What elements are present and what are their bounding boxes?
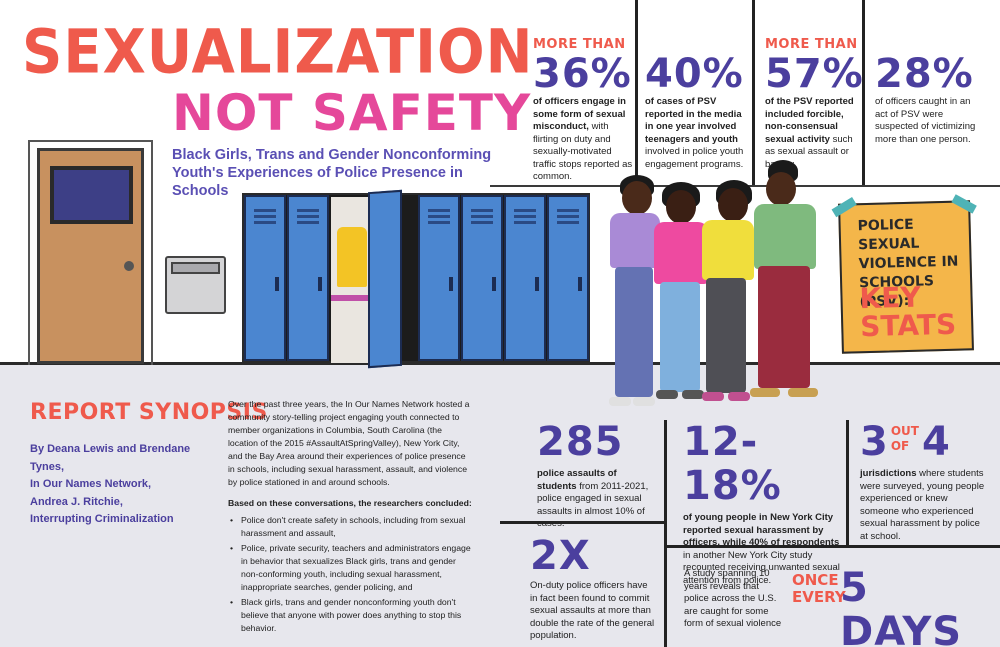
door-knob <box>124 261 134 271</box>
stat-text: jurisdictions where students were survey… <box>860 468 985 542</box>
stat-text: of officers engage in some form of sexua… <box>533 96 633 182</box>
divider <box>500 521 666 524</box>
title-line-1: SEXUALIZATION <box>22 17 534 88</box>
title-line-2: NOT SAFETY <box>172 84 532 142</box>
stat-12-18-percent: 12-18% of young people in New York City … <box>683 420 843 587</box>
stat-number: 57% <box>765 51 864 97</box>
stat-number: 285 <box>537 419 624 465</box>
synopsis-heading: REPORT SYNOPSIS <box>30 400 268 425</box>
fountain-basin <box>171 262 220 274</box>
divider <box>664 420 667 647</box>
divider <box>752 0 755 185</box>
stat-text: police assaults of students from 2011-20… <box>537 468 649 529</box>
stat-text: A study spanning 10 years reveals that p… <box>684 568 782 629</box>
locker <box>418 195 460 361</box>
stat-28-percent: 28% of officers caught in an act of PSV … <box>875 52 985 146</box>
stat-number: 2X <box>530 533 591 579</box>
locker <box>287 195 329 361</box>
stat-number: 40% <box>645 51 744 97</box>
locker <box>504 195 546 361</box>
subtitle: Black Girls, Trans and Gender Nonconform… <box>172 147 492 199</box>
stat-prefix: MORE THAN <box>765 37 858 52</box>
open-locker-door <box>368 189 402 369</box>
stat-text: of young people in New York City reporte… <box>683 512 840 586</box>
locker <box>547 195 589 361</box>
locker-shelf <box>331 295 375 301</box>
bullet-item: Police don't create safety in schools, i… <box>228 514 474 540</box>
once-every-label: ONCE EVERY <box>792 571 846 606</box>
divider <box>664 545 1000 548</box>
door-illustration <box>37 148 144 364</box>
stat-number: 28% <box>875 51 974 97</box>
person-illustration <box>652 182 710 404</box>
stat-number: 36% <box>533 51 632 97</box>
synopsis-bullets: Police don't create safety in schools, i… <box>228 514 474 635</box>
stat-text: of cases of PSV reported in the media in… <box>645 96 744 170</box>
water-fountain-illustration <box>165 256 226 314</box>
divider <box>846 420 849 545</box>
stat-285: 285 police assaults of students from 201… <box>537 420 657 531</box>
divider <box>862 0 865 185</box>
synopsis-conclusion-lead: Based on these conversations, the resear… <box>228 498 472 508</box>
tape <box>951 194 977 214</box>
author-line: Andrea J. Ritchie, <box>30 495 123 508</box>
author-line: Interrupting Criminalization <box>30 513 174 525</box>
stat-text: On-duty police officers have in fact bee… <box>530 580 655 641</box>
door-frame <box>28 140 153 365</box>
stat-prefix: MORE THAN <box>533 37 626 52</box>
key-stats-card: POLICE SEXUAL VIOLENCE IN SCHOOLS (PSV):… <box>831 194 977 354</box>
yellow-shirt <box>337 227 367 287</box>
stat-3-out-of-4: 3 OUT OF 4 jurisdictions where students … <box>860 420 985 543</box>
tape <box>831 196 857 218</box>
key-card-label: KEY STATS <box>859 280 957 344</box>
stat-57-percent: MORE THAN 57% of the PSV reported includ… <box>765 37 864 171</box>
locker <box>461 195 503 361</box>
locker <box>244 195 286 361</box>
author-line: By Deana Lewis and Brendane Tynes, <box>30 443 191 473</box>
stat-36-percent: MORE THAN 36% of officers engage in some… <box>533 37 633 184</box>
stat-number: 3 OUT OF 4 <box>860 419 951 465</box>
synopsis-intro: Over the past three years, the In Our Na… <box>228 399 470 487</box>
divider <box>635 0 638 185</box>
bullet-item: Police, private security, teachers and a… <box>228 542 474 594</box>
person-illustration <box>700 180 756 405</box>
stat-text: of officers caught in an act of PSV were… <box>875 96 976 145</box>
person-illustration <box>605 175 665 410</box>
person-illustration <box>748 160 823 405</box>
bullet-item: Black girls, trans and gender nonconform… <box>228 596 474 635</box>
stat-2x: 2X On-duty police officers have in fact … <box>530 534 655 643</box>
author-line: In Our Names Network, <box>30 478 152 490</box>
lockers-illustration <box>242 189 590 369</box>
open-locker <box>331 197 375 363</box>
synopsis-body: Over the past three years, the In Our Na… <box>228 398 474 637</box>
door-window <box>50 166 133 224</box>
floor-line <box>0 362 1000 365</box>
authors: By Deana Lewis and Brendane Tynes, In Ou… <box>30 441 220 529</box>
stat-40-percent: 40% of cases of PSV reported in the medi… <box>645 52 750 171</box>
stat-once-every-5-days: A study spanning 10 years reveals that p… <box>684 568 784 631</box>
stat-number: 12-18% <box>683 419 782 509</box>
five-days-number: 5 DAYS <box>840 565 963 647</box>
bottom-panel <box>0 365 1000 647</box>
